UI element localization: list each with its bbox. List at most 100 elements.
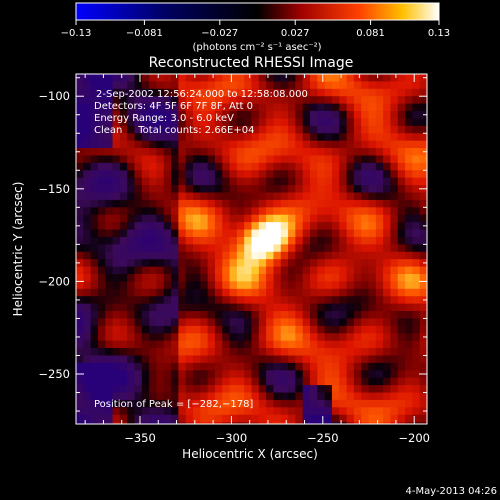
heatmap-cell xyxy=(353,133,362,142)
heatmap-cell xyxy=(361,422,369,424)
heatmap-cell xyxy=(214,229,223,238)
heatmap-cell xyxy=(200,185,209,194)
heatmap-cell xyxy=(149,222,157,231)
heatmap-cell xyxy=(163,377,172,386)
heatmap-cell xyxy=(310,325,318,334)
heatmap-cell xyxy=(112,392,121,401)
heatmap-cell xyxy=(105,325,114,334)
heatmap-cell xyxy=(127,229,135,238)
heatmap-cell xyxy=(295,96,304,105)
heatmap-cell xyxy=(222,133,231,142)
heatmap-cell xyxy=(112,162,121,171)
heatmap-cell xyxy=(244,414,252,423)
heatmap-cell xyxy=(375,303,384,312)
heatmap-cell xyxy=(236,214,245,223)
heatmap-cell xyxy=(302,155,311,164)
heatmap-cell xyxy=(171,370,179,379)
heatmap-cell xyxy=(171,214,179,223)
heatmap-cell xyxy=(397,185,406,194)
heatmap-cell xyxy=(200,199,209,208)
heatmap-cell xyxy=(383,229,391,238)
heatmap-cell xyxy=(141,281,150,290)
heatmap-cell xyxy=(361,407,369,416)
heatmap-cell xyxy=(207,199,216,208)
heatmap-cell xyxy=(302,422,311,424)
heatmap-cell xyxy=(397,170,406,179)
heatmap-cell xyxy=(222,96,231,105)
heatmap-cell xyxy=(273,325,282,334)
heatmap-cell xyxy=(156,288,165,297)
heatmap-cell xyxy=(127,318,135,327)
heatmap-cell xyxy=(419,288,427,297)
heatmap-cell xyxy=(76,214,84,223)
heatmap-cell xyxy=(368,296,377,305)
heatmap-cell xyxy=(383,385,391,394)
x-tick-label: −350 xyxy=(124,431,156,445)
heatmap-cell xyxy=(405,340,413,349)
heatmap-cell xyxy=(207,385,216,394)
heatmap-cell xyxy=(302,303,311,312)
heatmap-cell xyxy=(412,355,421,364)
heatmap-cell xyxy=(397,333,406,342)
heatmap-cell xyxy=(119,340,128,349)
heatmap-cell xyxy=(229,244,238,253)
heatmap-cell xyxy=(383,407,391,416)
heatmap-cell xyxy=(397,244,406,253)
heatmap-cell xyxy=(193,111,201,119)
heatmap-cell xyxy=(346,251,355,260)
heatmap-cell xyxy=(236,162,245,171)
heatmap-cell xyxy=(83,311,92,319)
heatmap-cell xyxy=(405,177,413,186)
heatmap-cell xyxy=(302,377,311,386)
heatmap-cell xyxy=(280,362,289,371)
heatmap-cell xyxy=(361,266,369,275)
heatmap-cell xyxy=(214,170,223,179)
heatmap-cell xyxy=(317,288,326,297)
heatmap-cell xyxy=(112,103,121,112)
heatmap-cell xyxy=(266,170,274,179)
heatmap-cell xyxy=(229,162,238,171)
heatmap-cell xyxy=(141,155,150,164)
heatmap-cell xyxy=(405,199,413,208)
heatmap-cell xyxy=(193,385,201,394)
heatmap-cell xyxy=(141,370,150,379)
heatmap-cell xyxy=(383,281,391,290)
heatmap-cell xyxy=(266,162,274,171)
heatmap-cell xyxy=(200,162,209,171)
heatmap-cell xyxy=(353,311,362,319)
heatmap-cell xyxy=(280,88,289,97)
heatmap-cell xyxy=(383,311,391,319)
heatmap-cell xyxy=(163,325,172,334)
heatmap-cell xyxy=(273,88,282,97)
heatmap-cell xyxy=(119,414,128,423)
heatmap-cell xyxy=(390,355,399,364)
heatmap-cell xyxy=(163,88,172,97)
heatmap-cell xyxy=(317,96,326,105)
heatmap-cell xyxy=(229,414,238,423)
heatmap-cell xyxy=(302,111,311,119)
heatmap-cell xyxy=(353,125,362,134)
heatmap-cell xyxy=(171,185,179,194)
heatmap-cell xyxy=(258,162,267,171)
heatmap-cell xyxy=(200,74,209,82)
heatmap-cell xyxy=(419,207,427,216)
heatmap-cell xyxy=(368,303,377,312)
heatmap-cell xyxy=(105,133,114,142)
heatmap-cell xyxy=(229,177,238,186)
heatmap-cell xyxy=(302,162,311,171)
heatmap-cell xyxy=(280,177,289,186)
heatmap-cell xyxy=(288,170,296,179)
heatmap-cell xyxy=(236,303,245,312)
heatmap-cell xyxy=(119,177,128,186)
heatmap-cell xyxy=(112,140,121,149)
heatmap-cell xyxy=(97,162,106,171)
heatmap-cell xyxy=(419,274,427,282)
heatmap-cell xyxy=(361,311,369,319)
colorbar-tick-label: −0.081 xyxy=(126,28,163,39)
heatmap-cell xyxy=(163,118,172,127)
heatmap-cell xyxy=(346,288,355,297)
heatmap-cell xyxy=(244,103,252,112)
heatmap-cell xyxy=(251,222,260,231)
heatmap-cell xyxy=(288,281,296,290)
heatmap-cell xyxy=(222,244,231,253)
